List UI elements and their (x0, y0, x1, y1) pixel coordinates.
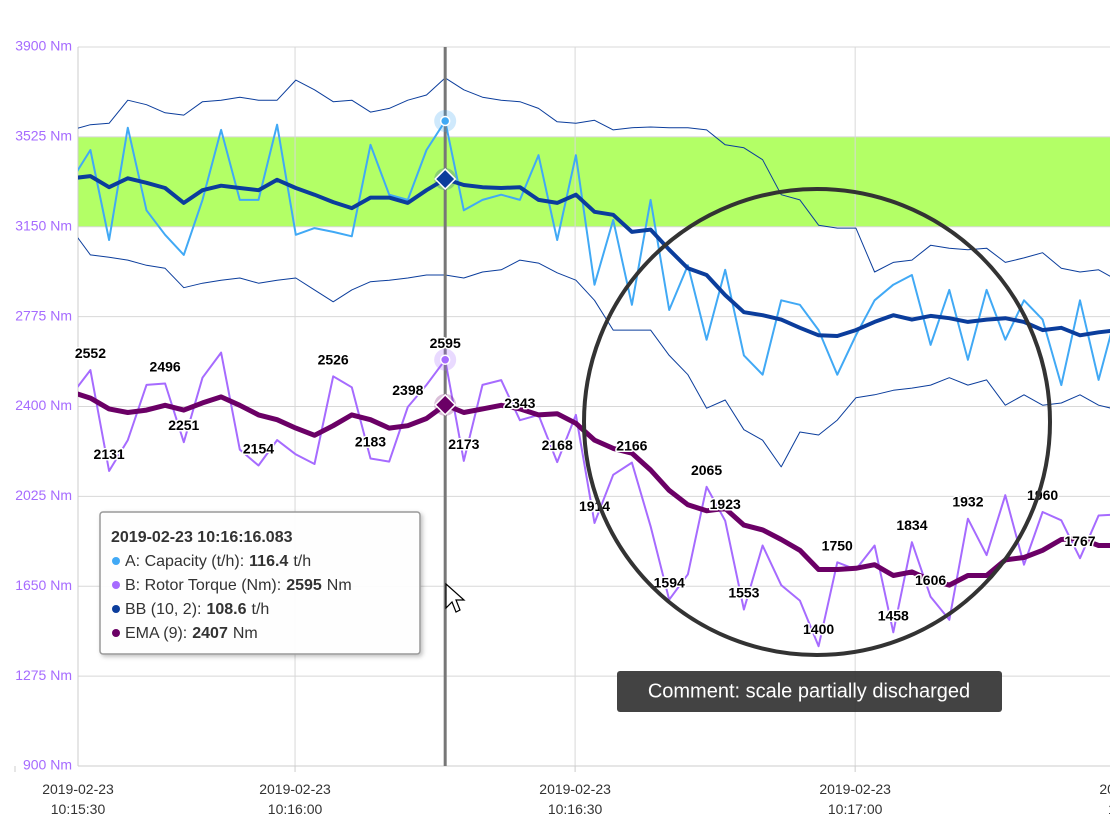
x-tick-label-line: 2019-02-23 (42, 781, 114, 797)
x-tick-label-line: 10:17:30 (1108, 801, 1110, 817)
hover-marker (439, 115, 451, 127)
x-tick-label: 2019-02-23 10:15:30 (42, 781, 114, 817)
data-label: 1960 (1027, 487, 1058, 503)
y-tick-label: 3525 Nm (15, 128, 72, 144)
data-label: 1750 (822, 537, 853, 553)
tooltip: 2019-02-23 10:16:16.083 A: Capacity (t/h… (99, 511, 421, 655)
tooltip-row: B: Rotor Torque (Nm): 2595 Nm (125, 577, 352, 594)
band-line (78, 77, 1110, 277)
series-line (78, 120, 1110, 387)
data-label: 1594 (654, 575, 685, 591)
y-tick-label: 3900 Nm (15, 38, 72, 54)
axes (77, 47, 1110, 767)
data-label: 2183 (355, 434, 386, 450)
tooltip-value: 108.6 (206, 601, 246, 618)
y-tick-label: 2025 Nm (15, 487, 72, 503)
x-tick-label: 2019-02-23 10:17:30 (1099, 781, 1110, 817)
data-label: 1914 (579, 498, 610, 514)
series-line (78, 174, 1110, 338)
tooltip-row: A: Capacity (t/h): 116.4 t/h (125, 553, 311, 570)
annotation-circle (582, 187, 1052, 657)
band-line (78, 237, 1110, 468)
data-label: 1932 (952, 494, 983, 510)
tooltip-value: 2595 (286, 577, 322, 594)
x-tick-label-line: 10:16:00 (268, 801, 323, 817)
data-label: 1458 (878, 607, 909, 623)
series-line (78, 391, 1110, 588)
tooltip-date: 2019-02-23 (111, 529, 193, 546)
y-tick-label: 900 Nm (23, 757, 72, 773)
x-tick-label-line: 10:16:30 (548, 801, 603, 817)
y-tick-label: 2775 Nm (15, 307, 72, 323)
tooltip-separator: : (240, 553, 244, 570)
data-label: 1923 (710, 496, 741, 512)
tooltip-series-name: B: Rotor Torque (Nm) (125, 577, 277, 594)
data-label: 2131 (94, 446, 125, 462)
tooltip-series-name: A: Capacity (t/h) (125, 553, 240, 570)
series-line (78, 351, 1110, 648)
y-tick-label: 3150 Nm (15, 217, 72, 233)
data-label: 2398 (392, 382, 423, 398)
tooltip-unit: Nm (327, 577, 352, 594)
x-tick-label-line: 2019-02-23 (819, 781, 891, 797)
tooltip-unit: t/h (252, 601, 270, 618)
annotation: Comment: scale partially discharged (582, 187, 1052, 712)
hover-marker (439, 354, 451, 366)
y-tick-label: 1275 Nm (15, 667, 72, 683)
data-label: 2496 (150, 358, 181, 374)
cursor (445, 582, 466, 613)
data-label: 2526 (318, 351, 349, 367)
tooltip-value: 116.4 (249, 553, 288, 570)
tooltip-title: 2019-02-23 10:16:16.083 (111, 529, 293, 546)
data-label: 1606 (915, 572, 946, 588)
tooltip-separator: : (183, 625, 187, 642)
tooltip-row: BB (10, 2): 108.6 t/h (125, 601, 269, 618)
tooltip-bullet (112, 629, 120, 637)
annotation-text: Comment: scale partially discharged (648, 680, 970, 702)
tooltip-unit: Nm (233, 625, 258, 642)
tooltip-value: 2407 (192, 625, 228, 642)
tooltip-bullet (112, 557, 120, 565)
tooltip-unit: t/h (293, 553, 311, 570)
data-label: 2168 (542, 437, 573, 453)
data-label: 1400 (803, 621, 834, 637)
hover-marker (434, 393, 457, 416)
data-label: 1767 (1064, 533, 1095, 549)
y-tick-label: 1650 Nm (15, 577, 72, 593)
data-label: 2154 (243, 440, 274, 456)
tooltip-separator: : (197, 601, 201, 618)
x-tick-label-line: 2019-02-23 (259, 781, 331, 797)
tooltip-series-name: BB (10, 2) (125, 601, 197, 618)
tooltip-box (99, 511, 421, 655)
data-label: 1834 (896, 517, 927, 533)
data-label: 2343 (504, 395, 535, 411)
x-tick-label: 2019-02-23 10:16:00 (259, 781, 331, 817)
data-label: 2173 (448, 436, 479, 452)
data-labels: 2552 2131 2496 2251 2154 2526 2183 2398 2595 2173… (73, 110, 1097, 639)
x-tick-label-line: 2019-02-23 (539, 781, 611, 797)
data-label: 2251 (168, 417, 199, 433)
x-tick-label: 2019-02-23 10:16:30 (539, 781, 611, 817)
data-label: 2166 (616, 438, 647, 454)
data-label: 2552 (75, 345, 106, 361)
tooltip-bullet (112, 581, 120, 589)
data-label: 1553 (728, 584, 759, 600)
hover-marker (434, 167, 457, 191)
tooltip-time: 10:16:16.083 (197, 529, 292, 546)
annotation-box (617, 671, 1002, 712)
x-tick-label: 2019-02-23 10:17:00 (819, 781, 891, 817)
x-tick-label-line: 10:15:30 (51, 801, 106, 817)
tooltip-series-name: EMA (9) (125, 625, 183, 642)
x-tick-label-line: 2019-02-23 (1099, 781, 1110, 797)
y-tick-label: 2400 Nm (15, 397, 72, 413)
x-tick-label-line: 10:17:00 (828, 801, 883, 817)
tooltip-bullet (112, 605, 120, 613)
data-label: 2065 (691, 462, 722, 478)
mouse-cursor (445, 582, 466, 613)
tooltip-row: EMA (9): 2407 Nm (125, 625, 258, 642)
data-label: 2595 (430, 335, 461, 351)
tooltip-separator: : (277, 577, 281, 594)
